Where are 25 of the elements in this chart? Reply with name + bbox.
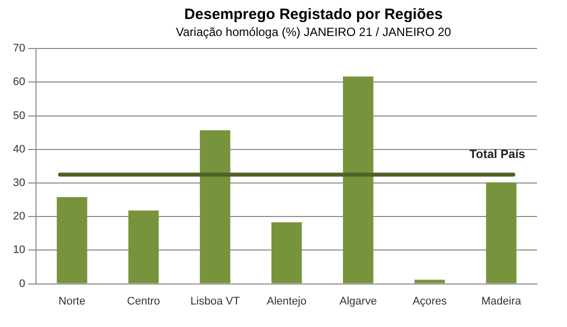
- bar: [414, 280, 445, 284]
- chart-title: Desemprego Registado por Regiões: [183, 5, 444, 23]
- y-tick-label: 50: [12, 110, 26, 122]
- x-tick-label: Norte: [58, 295, 86, 308]
- y-tick-label: 30: [12, 177, 26, 190]
- x-tick-label: Alentejo: [266, 295, 306, 308]
- y-tick-label: 0: [19, 278, 26, 290]
- bar: [200, 130, 230, 284]
- x-tick-label: Lisboa VT: [190, 295, 240, 308]
- bar: [486, 182, 516, 284]
- y-tick-label: 60: [12, 76, 26, 88]
- chart-subtitle: Variação homóloga (%) JANEIRO 21 / JANEIRO 20: [174, 25, 452, 39]
- bar: [128, 210, 159, 284]
- x-tick-label: Açores: [412, 295, 448, 308]
- x-tick-label: Centro: [127, 295, 160, 308]
- bar: [271, 222, 302, 284]
- bar: [56, 197, 88, 284]
- bar: [342, 76, 374, 284]
- y-tick-label: 20: [12, 210, 26, 223]
- x-tick-label: Madeira: [481, 295, 522, 308]
- y-tick-label: 10: [12, 244, 26, 256]
- y-tick-label: 40: [12, 143, 26, 156]
- x-tick-label: Algarve: [340, 295, 377, 308]
- y-tick-label: 70: [12, 42, 26, 55]
- ref-line-label: Total País: [469, 146, 526, 161]
